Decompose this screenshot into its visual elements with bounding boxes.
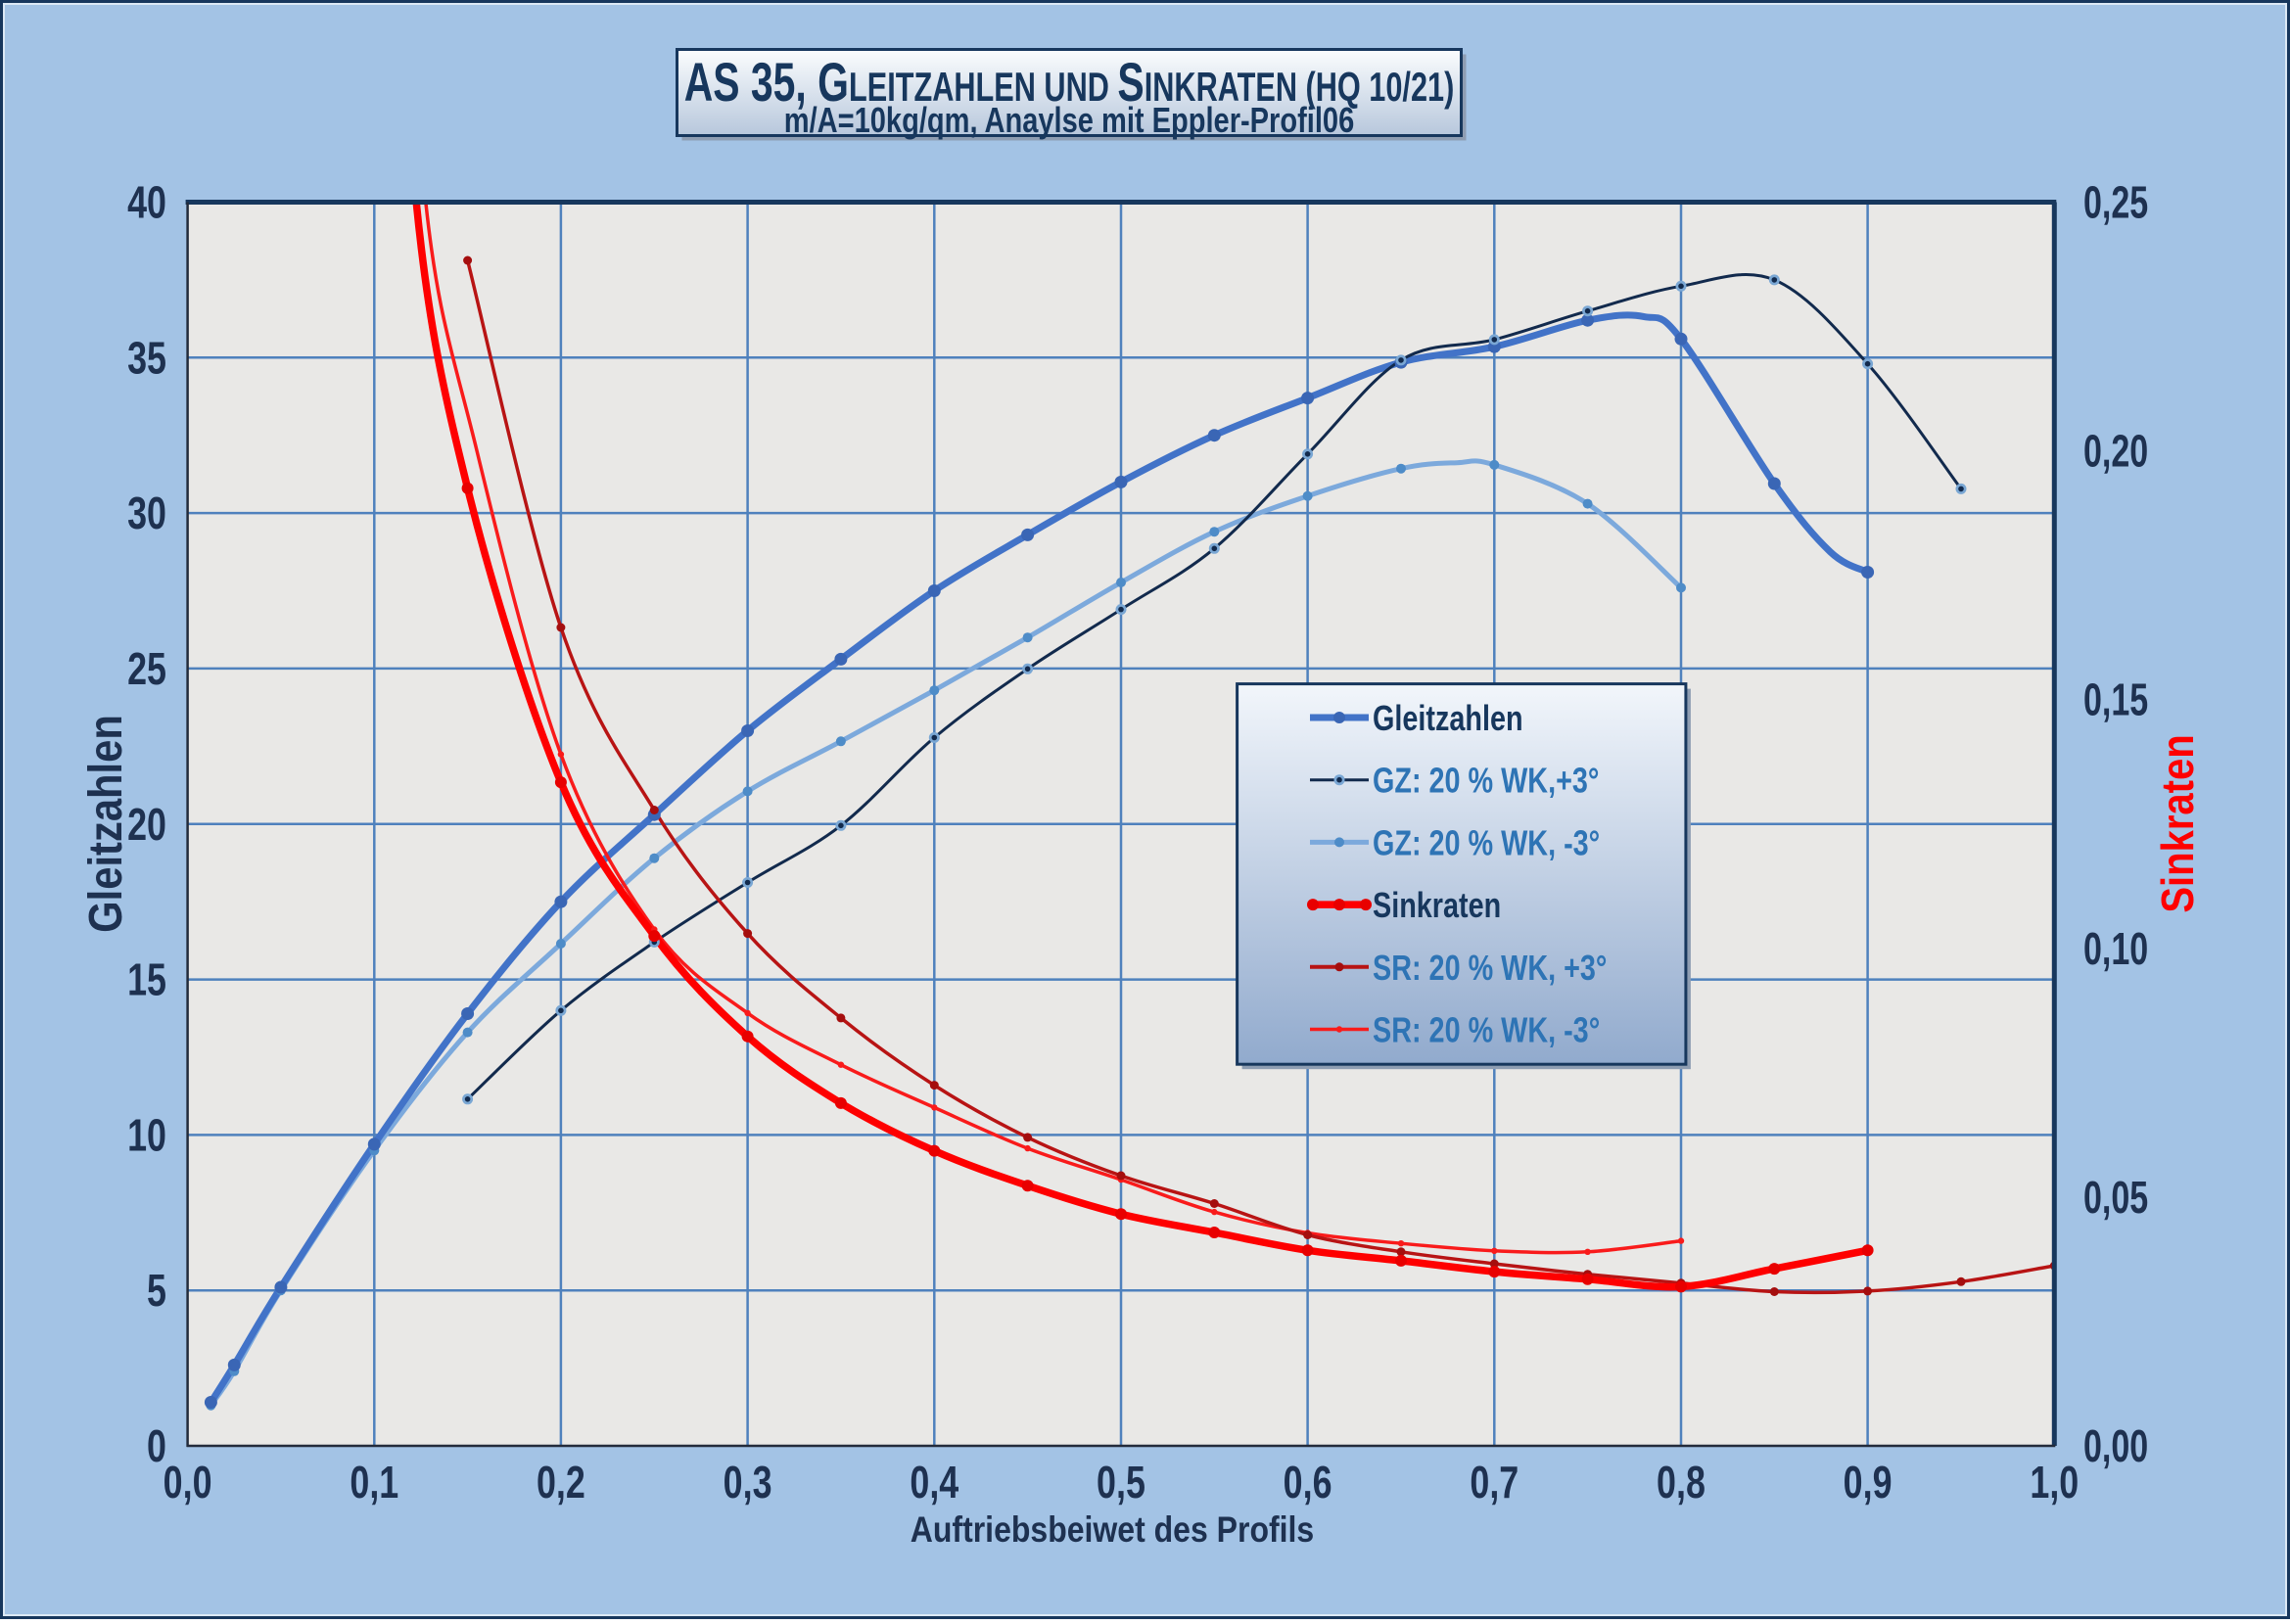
svg-text:0,3: 0,3	[724, 1458, 772, 1508]
svg-text:0,20: 0,20	[2083, 426, 2148, 477]
svg-text:0,15: 0,15	[2083, 674, 2148, 725]
svg-text:0,7: 0,7	[1470, 1458, 1519, 1508]
svg-text:m/A=10kg/qm, Anaylse mit Epple: m/A=10kg/qm, Anaylse mit Eppler-Profil06	[784, 100, 1354, 140]
svg-text:Sinkraten: Sinkraten	[2153, 734, 2203, 912]
svg-text:GZ: 20 % WK,+3°: GZ: 20 % WK,+3°	[1373, 761, 1599, 801]
svg-text:0,8: 0,8	[1657, 1458, 1706, 1508]
svg-text:Gleitzahlen: Gleitzahlen	[78, 715, 131, 933]
svg-text:0,5: 0,5	[1097, 1458, 1145, 1508]
svg-text:1,0: 1,0	[2030, 1458, 2079, 1508]
svg-text:0,25: 0,25	[2083, 176, 2148, 227]
svg-text:AS 35, GLEITZAHLEN UND SINKRAT: AS 35, GLEITZAHLEN UND SINKRATEN (HQ 10/…	[684, 53, 1455, 114]
svg-text:Gleitzahlen: Gleitzahlen	[1373, 698, 1523, 738]
svg-text:0,0: 0,0	[164, 1458, 212, 1508]
svg-text:0,2: 0,2	[537, 1458, 585, 1508]
svg-text:0,4: 0,4	[910, 1458, 958, 1508]
svg-text:20: 20	[127, 800, 166, 850]
svg-text:0,1: 0,1	[350, 1458, 398, 1508]
svg-text:0,9: 0,9	[1844, 1458, 1893, 1508]
svg-text:30: 30	[127, 488, 166, 538]
svg-text:0,00: 0,00	[2083, 1420, 2148, 1471]
svg-text:0,05: 0,05	[2083, 1172, 2148, 1223]
svg-text:10: 10	[127, 1110, 166, 1160]
svg-text:Auftriebsbeiwet des Profils: Auftriebsbeiwet des Profils	[911, 1510, 1314, 1551]
svg-text:40: 40	[127, 177, 166, 227]
svg-text:0,10: 0,10	[2083, 923, 2148, 974]
svg-text:Sinkraten: Sinkraten	[1373, 885, 1501, 925]
svg-text:0: 0	[147, 1421, 166, 1471]
svg-text:25: 25	[127, 644, 166, 694]
svg-text:35: 35	[127, 333, 166, 383]
svg-text:GZ: 20 % WK, -3°: GZ: 20 % WK, -3°	[1373, 822, 1600, 862]
svg-text:0,6: 0,6	[1284, 1458, 1332, 1508]
svg-text:SR: 20 % WK, +3°: SR: 20 % WK, +3°	[1373, 948, 1607, 988]
svg-text:SR: 20 % WK, -3°: SR: 20 % WK, -3°	[1373, 1009, 1600, 1049]
svg-text:5: 5	[147, 1266, 166, 1316]
svg-text:15: 15	[127, 954, 166, 1004]
